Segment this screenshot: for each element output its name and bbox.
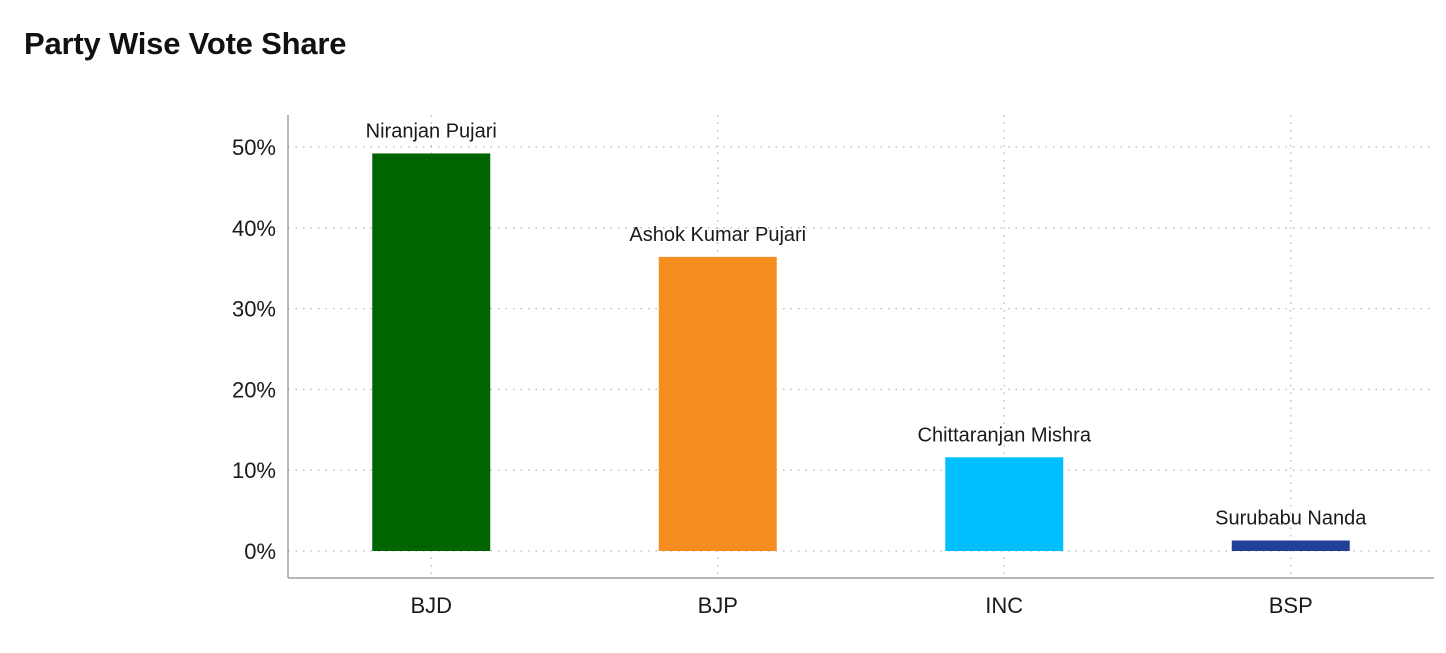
x-tick-label: BJD <box>410 593 452 618</box>
bar-bjp <box>658 256 777 551</box>
x-tick-label: INC <box>985 593 1023 618</box>
y-tick-label: 40% <box>232 216 276 241</box>
label-layer: 0% 10% 20% 30% 40% 50% BJD BJP INC BSP Niranjan Pu… <box>232 120 1367 618</box>
bar-bsp <box>1231 540 1350 551</box>
y-tick-label: 0% <box>244 539 276 564</box>
bar-bjd <box>372 153 491 552</box>
bar-data-label: Chittaranjan Mishra <box>918 424 1092 446</box>
x-tick-label: BJP <box>698 593 738 618</box>
axis-layer <box>287 115 1434 579</box>
chart-title: Party Wise Vote Share <box>24 26 347 61</box>
y-tick-label: 10% <box>232 458 276 483</box>
y-tick-label: 30% <box>232 297 276 322</box>
bar-inc <box>945 457 1064 551</box>
bar-data-label: Niranjan Pujari <box>366 120 497 142</box>
x-tick-label: BSP <box>1269 593 1313 618</box>
y-tick-label: 20% <box>232 377 276 402</box>
bar-layer <box>372 153 1350 552</box>
y-tick-label: 50% <box>232 135 276 160</box>
bar-data-label: Surubabu Nanda <box>1215 507 1367 529</box>
bar-data-label: Ashok Kumar Pujari <box>629 224 806 246</box>
